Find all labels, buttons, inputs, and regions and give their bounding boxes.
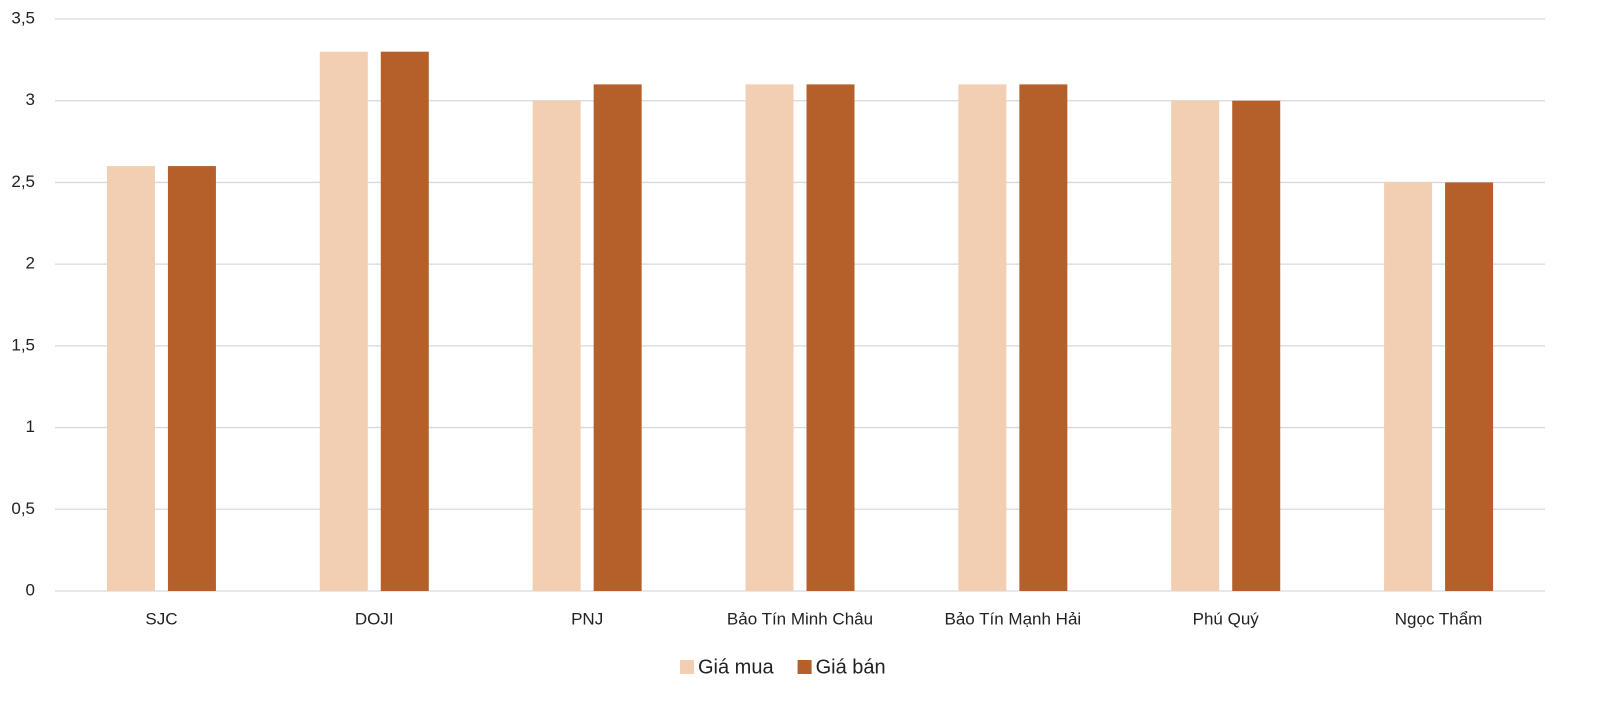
bar bbox=[806, 84, 855, 591]
bar bbox=[1019, 84, 1068, 591]
y-tick-label: 2 bbox=[26, 254, 35, 273]
bar bbox=[167, 166, 216, 592]
bar bbox=[106, 166, 155, 592]
x-tick-label: Phú Quý bbox=[1193, 609, 1260, 628]
y-tick-label: 3,5 bbox=[11, 8, 35, 27]
bar bbox=[745, 84, 794, 591]
x-tick-label: Ngọc Thẩm bbox=[1395, 609, 1483, 628]
x-tick-label: SJC bbox=[145, 609, 177, 628]
bar bbox=[593, 84, 642, 591]
x-tick-label: DOJI bbox=[355, 609, 394, 628]
bar bbox=[532, 100, 581, 591]
x-tick-label: Bảo Tín Mạnh Hải bbox=[944, 609, 1081, 628]
y-tick-label: 0,5 bbox=[11, 499, 35, 518]
y-tick-label: 0 bbox=[26, 580, 35, 599]
legend-swatch bbox=[680, 660, 694, 674]
bar bbox=[1384, 182, 1433, 591]
bar bbox=[958, 84, 1007, 591]
legend-label: Giá mua bbox=[698, 656, 774, 678]
bar bbox=[380, 51, 429, 591]
y-tick-label: 1 bbox=[26, 417, 35, 436]
x-tick-label: PNJ bbox=[571, 609, 603, 628]
bar bbox=[1445, 182, 1494, 591]
y-tick-label: 2,5 bbox=[11, 172, 35, 191]
legend-swatch bbox=[797, 660, 812, 674]
y-tick-label: 3 bbox=[26, 90, 35, 109]
y-tick-label: 1,5 bbox=[11, 335, 35, 354]
bar bbox=[1171, 100, 1220, 591]
bar bbox=[319, 51, 368, 591]
bar bbox=[1232, 100, 1281, 591]
legend-label: Giá bán bbox=[816, 656, 886, 678]
x-tick-label: Bảo Tín Minh Châu bbox=[727, 609, 873, 628]
